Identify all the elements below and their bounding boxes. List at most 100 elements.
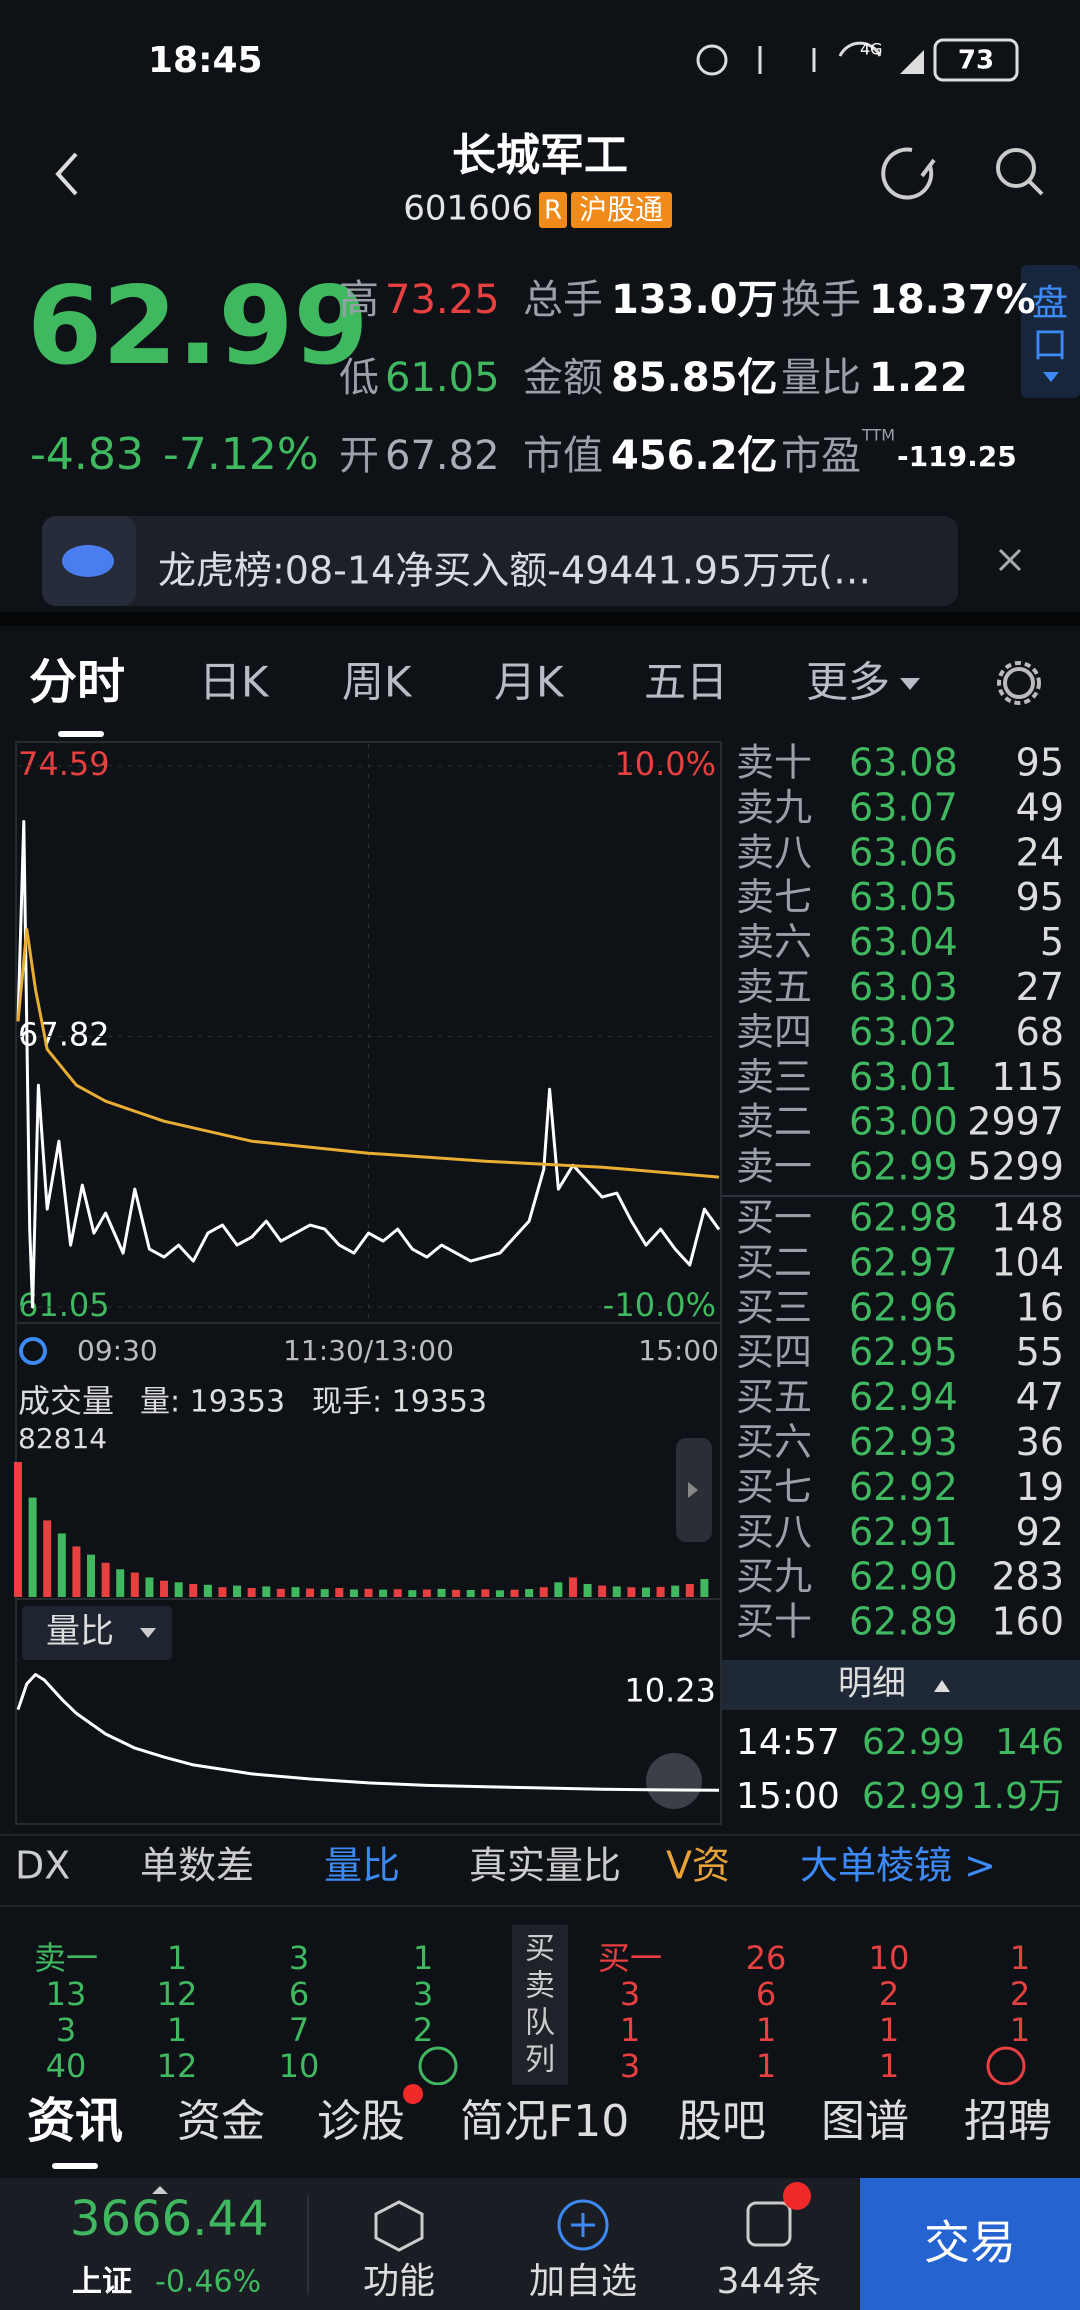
volume-bar [43, 1520, 52, 1597]
trade-volume: 146 [995, 1722, 1064, 1763]
stat-label: 换手 [781, 277, 861, 323]
order-label: 卖七 [736, 875, 812, 919]
banner-text[interactable]: 龙虎榜:08-14净买入额-49441.95万元(… [158, 549, 871, 593]
close-button[interactable] [998, 548, 1022, 572]
change-pct: -7.12% [163, 429, 319, 480]
order-volume: 19 [1016, 1465, 1064, 1509]
queue-label-box [512, 1925, 568, 2085]
trade-time: 14:57 [736, 1722, 840, 1763]
connect-badge [571, 192, 672, 228]
queue-cell: 2 [413, 2011, 433, 2049]
chart-tab[interactable]: 日K [199, 658, 270, 707]
chart-tab[interactable]: 更多 [806, 658, 890, 707]
bottom-tab[interactable]: 股吧 [678, 2096, 766, 2147]
order-volume: 95 [1016, 741, 1064, 785]
bottom-tab[interactable]: 图谱 [821, 2096, 909, 2147]
order-volume: 49 [1016, 785, 1064, 829]
message-icon[interactable] [746, 2201, 792, 2247]
more-arrow [900, 678, 920, 690]
order-price: 63.03 [849, 965, 958, 1009]
side-tab-label[interactable]: 口 [1032, 325, 1068, 366]
indicator-selector[interactable] [22, 1606, 172, 1660]
trade-button[interactable] [860, 2178, 1080, 2310]
line [16, 820, 721, 1309]
pe-sup: TTM [861, 426, 895, 445]
queue-cell: 26 [746, 1939, 787, 1977]
order-label: 卖九 [736, 785, 812, 829]
nav-item[interactable]: 344条 [717, 2261, 822, 2302]
queue-expand[interactable] [418, 2046, 458, 2086]
bottom-tab[interactable]: 简况F10 [460, 2096, 629, 2147]
tab-bar [0, 2085, 1080, 2178]
badge-dot [783, 2182, 811, 2210]
indicator-tab[interactable]: 量比 [324, 1844, 400, 1888]
back-button[interactable] [55, 152, 78, 196]
order-price: 62.93 [849, 1420, 958, 1464]
chart-tab[interactable]: 月K [494, 658, 565, 707]
y-tick-label: 82814 [18, 1422, 107, 1455]
order-label: 卖五 [736, 965, 812, 1009]
queue-expand[interactable] [986, 2046, 1026, 2086]
expand-button[interactable] [646, 1753, 702, 1809]
volume-bar [349, 1589, 358, 1597]
side-tab-label[interactable]: 盘 [1032, 283, 1068, 324]
nav-item[interactable]: 加自选 [529, 2261, 637, 2302]
queue-cell: 1 [879, 2011, 899, 2049]
volume-bar [393, 1589, 402, 1597]
trade-time: 15:00 [736, 1776, 840, 1817]
indicator-tab[interactable]: V资 [666, 1844, 730, 1888]
bottom-tab[interactable]: 资讯 [27, 2093, 123, 2149]
volume-bar [641, 1587, 650, 1597]
trade-label[interactable]: 交易 [924, 2216, 1016, 2270]
volume-bar [466, 1589, 475, 1597]
indicator-tab[interactable]: DX [15, 1844, 70, 1888]
settings-icon[interactable] [997, 661, 1041, 705]
volume-bar [233, 1585, 242, 1597]
indicator-tab[interactable]: 单数差 [140, 1844, 254, 1888]
function-icon[interactable] [374, 2200, 424, 2252]
refresh-icon[interactable] [881, 147, 936, 200]
order-volume: 16 [1016, 1285, 1064, 1329]
chart-tab[interactable]: 分时 [29, 654, 125, 710]
order-label: 卖六 [736, 920, 812, 964]
indicator-tab[interactable]: 真实量比 [469, 1844, 621, 1888]
time-toggle[interactable] [19, 1337, 47, 1365]
bottom-tab[interactable]: 招聘 [964, 2096, 1052, 2147]
detail-header[interactable] [722, 1660, 1080, 1710]
order-price: 62.98 [849, 1196, 958, 1240]
banner[interactable] [42, 516, 958, 606]
battery [933, 38, 1019, 82]
queue-cell: 1 [620, 2011, 640, 2049]
volume-bar [320, 1589, 329, 1597]
bottom-tab[interactable]: 资金 [177, 2096, 265, 2147]
queue-label: 买 [525, 1932, 555, 1967]
volume-bar [28, 1497, 37, 1597]
side-tab[interactable] [1021, 265, 1080, 398]
volume-bar [656, 1586, 665, 1597]
queue-cell: 3 [289, 1939, 309, 1977]
order-volume: 36 [1016, 1420, 1064, 1464]
add-watch-icon[interactable] [557, 2199, 609, 2251]
indicator-link[interactable]: 大单棱镜 > [800, 1844, 996, 1888]
chart-tab[interactable]: 五日 [644, 658, 728, 707]
bottom-tab[interactable]: 诊股 [317, 2096, 405, 2147]
index-value[interactable]: 3666.44 [70, 2191, 269, 2247]
volume-bar [685, 1583, 694, 1597]
order-volume: 2997 [967, 1100, 1064, 1144]
queue-cell: 1 [879, 2047, 899, 2085]
index-change: -0.46% [155, 2265, 261, 2300]
order-price: 62.89 [849, 1600, 958, 1644]
queue-cell: 10 [279, 2047, 320, 2085]
queue-cell: 3 [413, 1975, 433, 2013]
chart-tab[interactable]: 周K [342, 658, 413, 707]
detail-header-text[interactable]: 明细 [838, 1664, 906, 1704]
queue-cell: 1 [413, 1939, 433, 1977]
order-label: 买三 [736, 1285, 812, 1329]
dropdown-arrow [140, 1628, 156, 1638]
stat-label: 开 [339, 433, 379, 479]
search-icon[interactable] [996, 148, 1044, 196]
queue-cell: 6 [289, 1975, 309, 2013]
nav-item[interactable]: 功能 [363, 2261, 435, 2302]
stat-value: 18.37% [869, 277, 1036, 323]
